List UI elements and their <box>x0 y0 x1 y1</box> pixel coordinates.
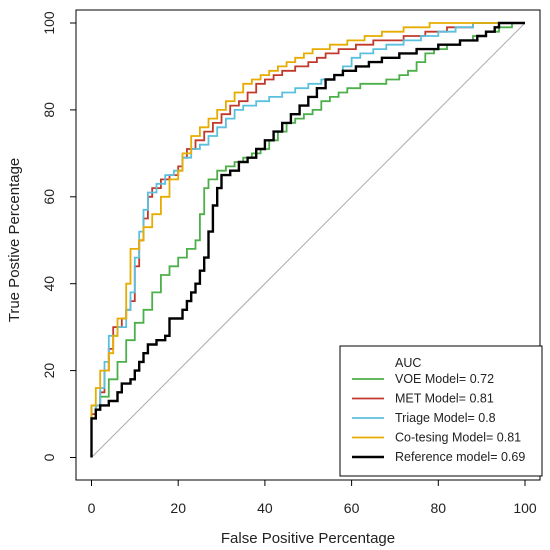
legend-label-5: Reference model= 0.69 <box>395 450 525 464</box>
plot-frame-layer <box>75 9 541 481</box>
series-line-3 <box>90 22 525 458</box>
plot-frame <box>75 9 541 481</box>
x-axis-title: False Positive Percentage <box>221 530 395 547</box>
legend-label-1: VOE Model= 0.72 <box>395 372 494 386</box>
diagonal-reference-layer <box>91 22 526 458</box>
series-line-5 <box>90 21 525 458</box>
x-tick-label: 0 <box>88 500 96 516</box>
legend-items: VOE Model= 0.72 MET Model= 0.81 Triage Mod… <box>352 372 525 464</box>
y-tick-label: 20 <box>41 363 57 379</box>
y-tick-label: 0 <box>41 453 57 461</box>
x-tick-label: 100 <box>513 500 537 516</box>
legend-title: AUC <box>395 356 421 370</box>
y-tick-label: 100 <box>41 11 57 35</box>
series-line-4 <box>90 22 525 458</box>
x-tick-label: 20 <box>170 500 186 516</box>
y-tick-label: 40 <box>41 276 57 292</box>
x-tick-label: 40 <box>257 500 273 516</box>
legend-label-2: MET Model= 0.81 <box>395 392 494 406</box>
series-layer <box>90 21 525 458</box>
y-tick-label: 60 <box>41 189 57 205</box>
diagonal-reference-line <box>91 22 526 458</box>
x-tick-label: 60 <box>344 500 360 516</box>
legend: AUC VOE Model= 0.72 MET Model= 0.81 Triage… <box>339 345 543 477</box>
y-axis-title: True Postive Percentage <box>6 158 23 323</box>
ticks-layer: 0 20 40 60 80 100 0 20 40 60 80 100 <box>41 11 537 516</box>
x-tick-label: 80 <box>431 500 447 516</box>
legend-label-4: Co-tesing Model= 0.81 <box>395 431 521 445</box>
y-tick-label: 80 <box>41 102 57 118</box>
legend-label-3: Triage Model= 0.8 <box>395 411 496 425</box>
legend-box <box>339 345 543 477</box>
